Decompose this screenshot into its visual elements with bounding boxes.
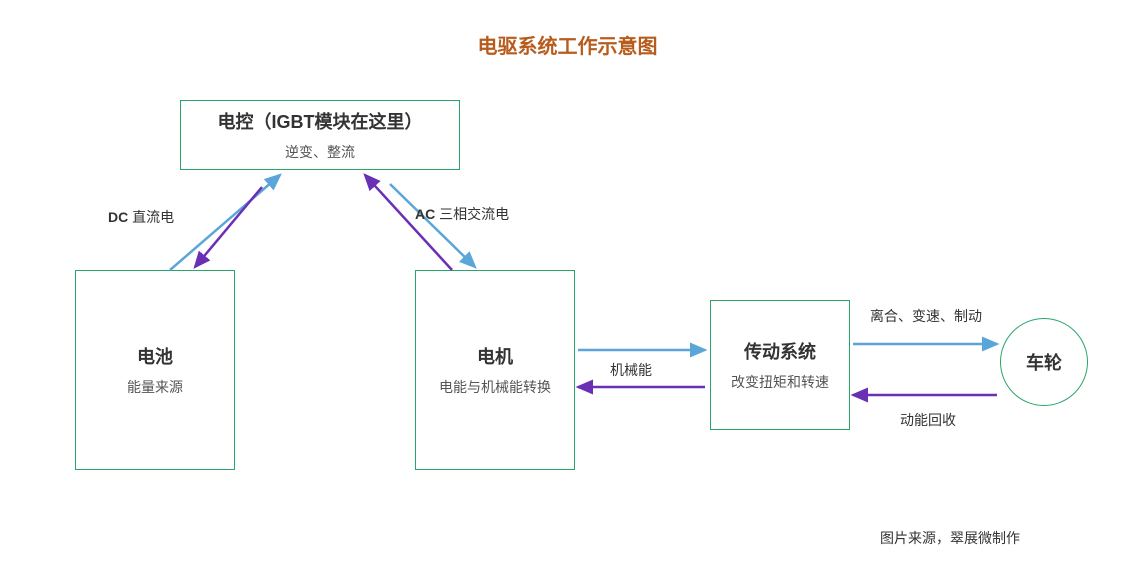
- source-note: 图片来源，翠展微制作: [880, 528, 1020, 548]
- edge-label-mech: 机械能: [610, 360, 652, 380]
- node-transmission-title: 传动系统: [744, 338, 816, 364]
- edge-label-clutch: 离合、变速、制动: [870, 306, 982, 326]
- edge-label-ac: AC 三相交流电: [415, 204, 509, 224]
- node-controller: 电控（IGBT模块在这里） 逆变、整流: [180, 100, 460, 170]
- node-transmission-subtitle: 改变扭矩和转速: [731, 372, 829, 392]
- node-battery: 电池 能量来源: [75, 270, 235, 470]
- edge-controller-to-motor: [390, 184, 475, 267]
- edge-controller-to-battery: [195, 187, 262, 267]
- node-transmission: 传动系统 改变扭矩和转速: [710, 300, 850, 430]
- node-motor-title: 电机: [477, 343, 513, 369]
- node-battery-subtitle: 能量来源: [127, 377, 183, 397]
- diagram-title: 电驱系统工作示意图: [0, 30, 1135, 59]
- node-wheel-title: 车轮: [1026, 349, 1062, 375]
- edge-label-dc: DC 直流电: [108, 207, 174, 227]
- node-motor: 电机 电能与机械能转换: [415, 270, 575, 470]
- node-battery-title: 电池: [137, 343, 173, 369]
- edge-label-regen: 动能回收: [900, 410, 956, 430]
- node-wheel: 车轮: [1000, 318, 1088, 406]
- edge-battery-to-controller: [170, 175, 280, 270]
- node-controller-title: 电控（IGBT模块在这里）: [218, 108, 423, 134]
- node-motor-subtitle: 电能与机械能转换: [439, 377, 551, 397]
- node-controller-subtitle: 逆变、整流: [285, 142, 355, 162]
